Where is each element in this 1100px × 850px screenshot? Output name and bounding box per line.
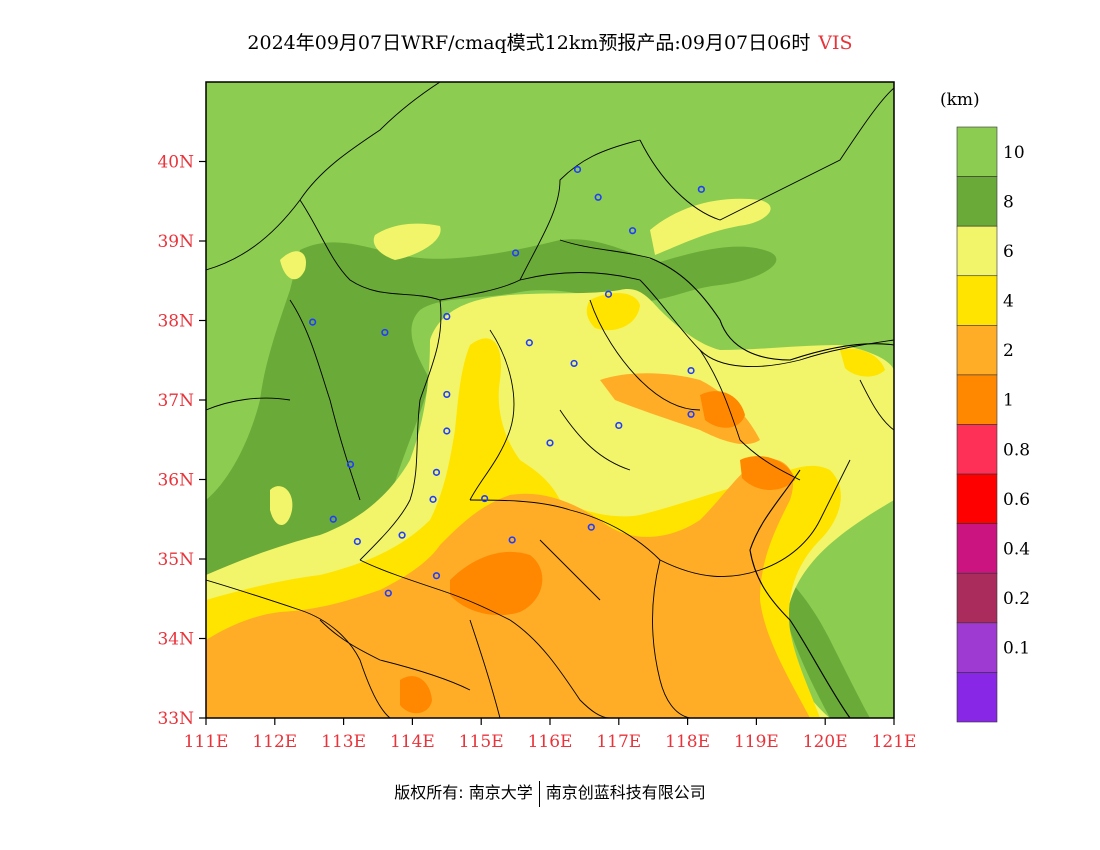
city-station-marker xyxy=(697,185,705,193)
lat-tick-label: 33N xyxy=(157,709,194,729)
city-station-marker xyxy=(381,328,389,337)
city-station-marker xyxy=(398,531,406,539)
footer: 版权所有: 南京大学 南京创蓝科技有限公司 xyxy=(0,779,1100,807)
vis-band-6-8 xyxy=(650,198,771,255)
city-station-marker xyxy=(687,366,695,375)
city-station-marker xyxy=(604,290,613,298)
city-station-marker xyxy=(587,523,595,531)
footer-divider xyxy=(538,780,540,807)
colorbar-swatch xyxy=(956,275,998,326)
colorbar-swatch xyxy=(956,572,998,624)
lon-tick-label: 121E xyxy=(872,732,917,752)
visibility-field xyxy=(206,82,894,718)
vis-band-6-8 xyxy=(373,223,441,260)
colorbar-swatch xyxy=(956,622,998,673)
colorbar-label: 0.2 xyxy=(1003,589,1030,609)
lon-tick-label: 111E xyxy=(184,732,229,752)
vis-band-4-6 xyxy=(586,293,640,331)
city-station-marker xyxy=(346,460,355,468)
station-markers xyxy=(309,165,705,597)
city-station-marker xyxy=(546,439,554,447)
vis-band-4-6 xyxy=(840,348,885,377)
city-station-marker xyxy=(511,249,520,257)
latitude-axis: 40N 39N 38N 37N 36N 35N 34N 33N xyxy=(157,153,206,729)
colorbar-swatch xyxy=(956,176,998,227)
chart-title: 2024年09月07日WRF/cmaq模式12km预报产品:09月07日06时 V… xyxy=(0,28,1100,55)
colorbar-swatch xyxy=(956,126,998,177)
lat-tick-label: 40N xyxy=(157,153,194,173)
colorbar-label: 0.4 xyxy=(1003,539,1030,559)
colorbar-label: 0.6 xyxy=(1003,490,1030,510)
title-text: 2024年09月07日WRF/cmaq模式12km预报产品:09月07日06时 xyxy=(247,32,811,54)
colorbar-swatch xyxy=(956,473,998,524)
vis-band-6-8 xyxy=(280,251,306,280)
colorbar-label: 8 xyxy=(1003,192,1014,212)
city-station-marker xyxy=(432,468,441,476)
city-station-marker xyxy=(443,312,451,321)
lon-tick-label: 118E xyxy=(665,732,710,752)
lon-tick-label: 117E xyxy=(596,732,641,752)
city-station-marker xyxy=(573,165,582,174)
lat-tick-label: 35N xyxy=(157,550,194,570)
city-station-marker xyxy=(570,359,578,368)
colorbar-label: 0.1 xyxy=(1003,639,1030,659)
lat-tick-label: 38N xyxy=(157,312,194,332)
colorbar-swatch xyxy=(956,672,998,723)
lat-tick-label: 34N xyxy=(157,630,194,650)
legend-unit: (km) xyxy=(940,90,980,110)
city-station-marker xyxy=(443,390,451,399)
lon-tick-label: 120E xyxy=(803,732,848,752)
lon-tick-label: 115E xyxy=(459,732,504,752)
vis-band-1-2 xyxy=(700,391,745,428)
vis-band-1-2 xyxy=(400,676,432,714)
city-station-marker xyxy=(329,515,337,523)
city-station-marker xyxy=(687,410,695,418)
city-station-marker xyxy=(508,536,516,544)
lat-tick-label: 39N xyxy=(157,232,194,252)
lon-tick-label: 119E xyxy=(734,732,779,752)
boundary-lines xyxy=(206,82,894,718)
colorbar-label: 6 xyxy=(1003,242,1014,262)
company-text: 南京创蓝科技有限公司 xyxy=(545,783,706,802)
city-station-marker xyxy=(353,537,361,546)
colorbar-label: 10 xyxy=(1003,143,1025,163)
colorbar-swatch xyxy=(956,523,998,574)
lon-tick-label: 113E xyxy=(321,732,366,752)
longitude-axis: 111E 112E 113E 114E 115E 116E 117E 118E 119E 120E… xyxy=(184,718,917,752)
lon-tick-label: 114E xyxy=(390,732,435,752)
colorbar-swatch xyxy=(956,225,998,277)
title-variable: VIS xyxy=(818,32,853,54)
colorbar-label: 1 xyxy=(1003,391,1014,411)
vis-band-8-10 xyxy=(206,239,777,581)
lat-tick-label: 37N xyxy=(157,391,194,411)
colorbar-label: 0.8 xyxy=(1003,440,1030,460)
vis-band-8-10 xyxy=(770,560,870,718)
city-station-marker xyxy=(429,495,437,503)
vis-band-6-8 xyxy=(270,486,293,525)
colorbar-swatch xyxy=(956,424,998,475)
colorbar-label: 4 xyxy=(1003,292,1014,312)
lat-tick-label: 36N xyxy=(157,471,194,491)
coastline xyxy=(649,257,894,718)
colorbar-swatch xyxy=(956,325,998,376)
city-station-marker xyxy=(525,339,533,347)
lon-tick-label: 116E xyxy=(528,732,573,752)
vis-band-1-2 xyxy=(450,551,543,616)
colorbar-legend: 10 8 6 4 2 1 0.8 0.6 0.4 0.2 0.1 xyxy=(956,126,1030,723)
city-station-marker xyxy=(628,227,637,235)
city-station-marker xyxy=(594,193,602,201)
city-station-marker xyxy=(309,318,317,326)
city-station-marker xyxy=(432,572,441,580)
city-station-marker xyxy=(481,494,489,503)
city-station-marker xyxy=(384,589,392,597)
colorbar-swatch xyxy=(956,374,998,425)
vis-band-1-2 xyxy=(740,456,795,490)
colorbar-label: 2 xyxy=(1003,341,1014,361)
vis-band-2-4 xyxy=(206,696,227,718)
city-station-marker xyxy=(615,421,623,430)
copyright-text: 版权所有: 南京大学 xyxy=(394,783,533,802)
lon-tick-label: 112E xyxy=(252,732,297,752)
city-station-marker xyxy=(443,427,451,435)
